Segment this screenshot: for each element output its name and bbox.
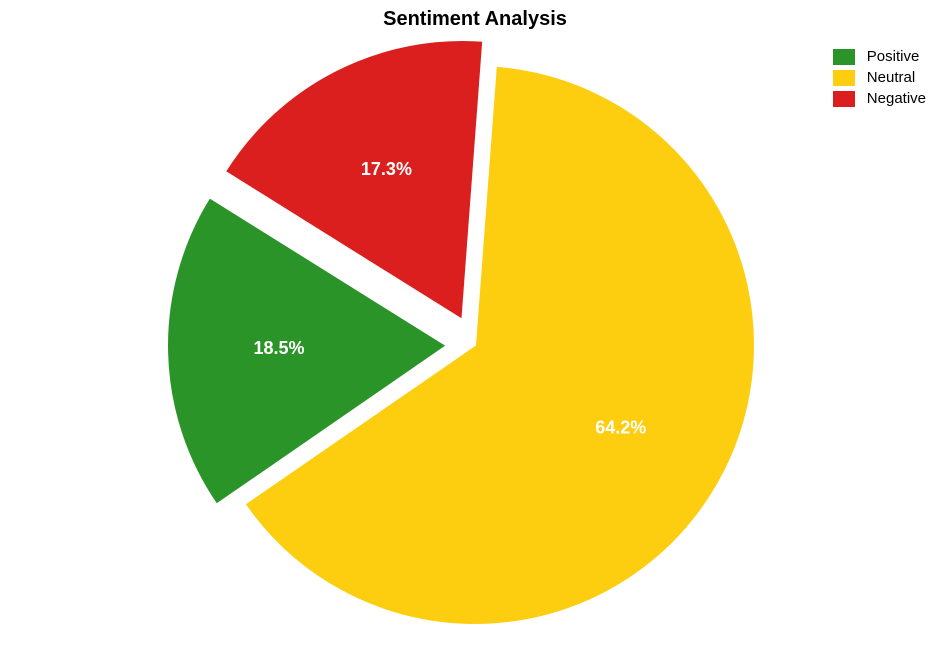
legend-label: Negative: [867, 90, 926, 107]
legend-label: Neutral: [867, 69, 915, 86]
slice-label-negative: 17.3%: [361, 159, 412, 179]
legend-label: Positive: [867, 48, 920, 65]
legend-item-neutral: Neutral: [833, 69, 926, 86]
legend: Positive Neutral Negative: [833, 48, 926, 111]
legend-swatch: [833, 70, 855, 86]
legend-item-negative: Negative: [833, 90, 926, 107]
slice-label-positive: 18.5%: [254, 338, 305, 358]
legend-item-positive: Positive: [833, 48, 926, 65]
legend-swatch: [833, 49, 855, 65]
slice-label-neutral: 64.2%: [595, 417, 646, 437]
legend-swatch: [833, 91, 855, 107]
pie-chart: 17.3% 64.2% 18.5%: [0, 0, 950, 662]
